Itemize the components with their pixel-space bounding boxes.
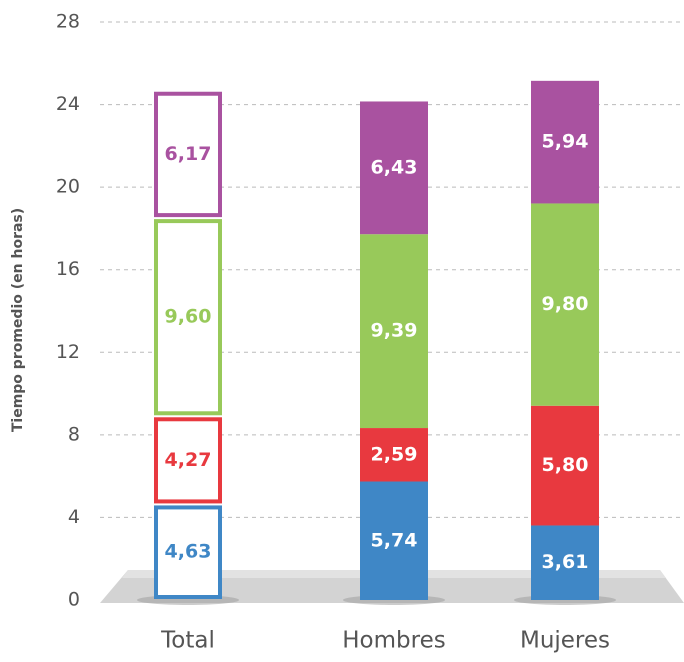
- value-label: 2,59: [371, 443, 418, 465]
- bar-segment: [154, 219, 222, 416]
- bar-segment: [360, 481, 428, 600]
- value-label: 5,80: [542, 454, 589, 476]
- value-label: 4,63: [165, 541, 212, 563]
- y-axis-label: Tiempo promedio (en horas): [10, 208, 26, 432]
- y-tick-label: 16: [56, 258, 80, 280]
- value-label: 6,43: [371, 156, 418, 178]
- x-tick-label: Mujeres: [520, 628, 610, 654]
- y-tick-label: 4: [68, 506, 80, 528]
- bar-segment: [531, 203, 599, 406]
- x-tick-label: Total: [160, 628, 215, 654]
- bar-segment: [360, 234, 428, 429]
- y-tick-label: 28: [56, 11, 80, 33]
- bar-segment: [154, 91, 222, 218]
- value-label: 4,27: [165, 449, 212, 471]
- value-label: 9,80: [542, 293, 589, 315]
- value-label: 3,61: [542, 551, 589, 573]
- bar-segment: [360, 101, 428, 235]
- value-label: 5,74: [371, 529, 418, 551]
- y-tick-label: 12: [56, 341, 80, 363]
- bar-segment: [154, 417, 222, 504]
- bar-segment: [531, 405, 599, 526]
- value-label: 9,60: [165, 306, 212, 328]
- value-label: 9,39: [371, 320, 418, 342]
- x-tick-label: Hombres: [342, 628, 445, 654]
- bar-segment: [360, 428, 428, 482]
- y-tick-label: 24: [56, 93, 80, 115]
- value-label: 5,94: [542, 131, 589, 153]
- bar-segment: [531, 80, 599, 204]
- y-tick-label: 0: [68, 589, 80, 611]
- y-tick-label: 20: [56, 176, 80, 198]
- bar-segment: [531, 525, 599, 600]
- value-label: 6,17: [165, 143, 212, 165]
- bar-segment: [154, 505, 222, 600]
- y-tick-label: 8: [68, 423, 80, 445]
